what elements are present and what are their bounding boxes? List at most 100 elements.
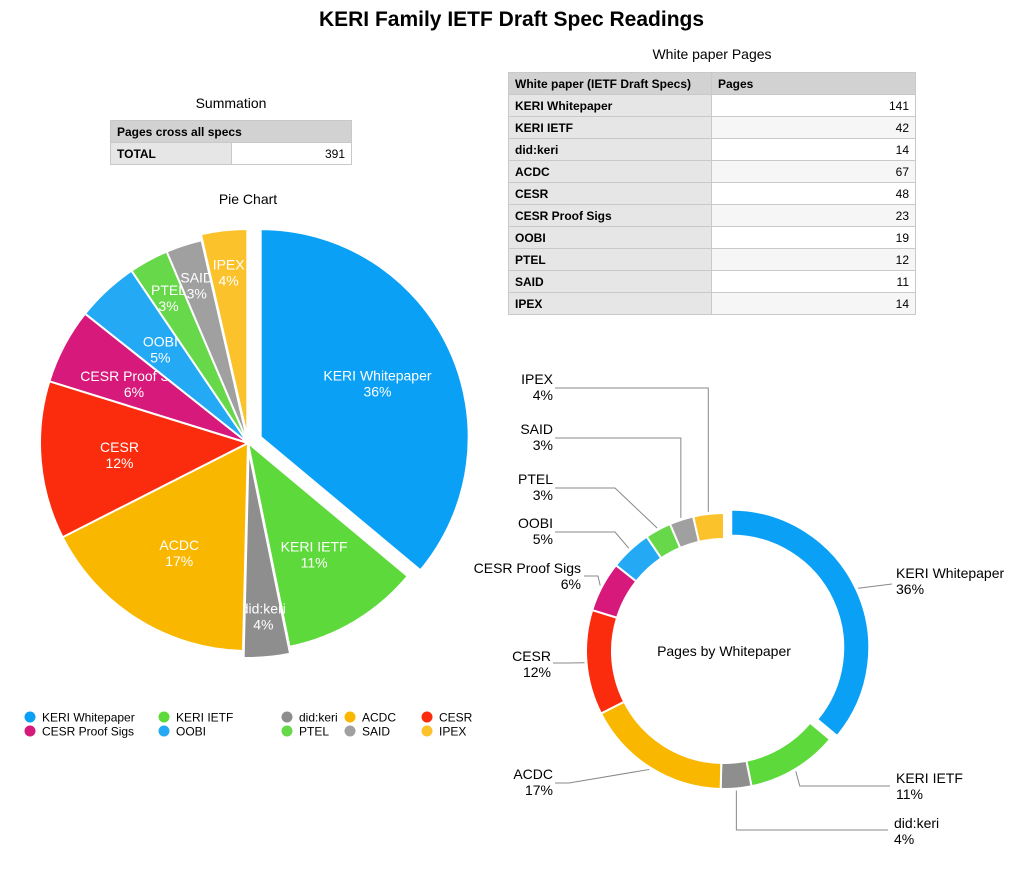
legend-swatch-cesr [421, 711, 433, 723]
row-pages: 14 [711, 138, 916, 161]
donut-label-acdc: ACDC 17% [513, 766, 553, 798]
legend-swatch-oobi [158, 725, 170, 737]
donut-slice-ipex [692, 511, 725, 544]
pie-legend: KERI Whitepaper KERI IETF did:keri ACDC CESR… [24, 711, 473, 739]
donut-leader-ptel [555, 487, 658, 529]
donut-label-keri-ietf: KERI IETF 11% [896, 770, 963, 802]
total-label: TOTAL [110, 142, 232, 165]
donut-label-said: SAID 3% [520, 421, 553, 453]
pie-slice-cesr [39, 380, 251, 539]
table-row: PTEL 12 [508, 248, 916, 271]
pie-slice-keri-ietf [246, 440, 410, 648]
pie-slice-ipex [199, 228, 249, 438]
legend-swatch-cesr-proof-sigs [24, 725, 36, 737]
pie-label-keri-whitepaper: KERI Whitepaper 36% [323, 367, 431, 399]
table-row: did:keri 14 [508, 138, 916, 161]
donut-slice-keri-ietf [745, 721, 832, 788]
pie-label-cesr: CESR 12% [100, 439, 139, 471]
donut-leader-keri-ietf [795, 771, 890, 787]
row-pages: 14 [711, 292, 916, 315]
donut-leader-cesr-proof-sigs [584, 575, 601, 586]
pie-label-ptel: PTEL 3% [151, 282, 186, 314]
row-pages: 11 [711, 270, 916, 293]
pie-label-said: SAID 3% [180, 270, 213, 302]
whitepaper-table-caption: White paper Pages [652, 46, 772, 62]
summation-header: Pages cross all specs [110, 120, 352, 143]
summation-total-row: TOTAL 391 [110, 142, 352, 165]
table-row: SAID 11 [508, 270, 916, 293]
pie-label-oobi: OOBI 5% [143, 333, 178, 365]
donut-label-did-keri: did:keri 4% [894, 815, 939, 847]
row-name: CESR Proof Sigs [508, 204, 712, 227]
legend-swatch-did-keri [281, 711, 293, 723]
summation-header-row: Pages cross all specs [110, 120, 352, 143]
pie-slice-did-keri [242, 449, 292, 659]
donut-slice-cesr [585, 608, 626, 715]
row-name: KERI IETF [508, 116, 712, 139]
pie-label-did-keri: did:keri 4% [241, 601, 286, 633]
pie-slice-acdc [61, 441, 250, 652]
table-row: OOBI 19 [508, 226, 916, 249]
donut-center-title: Pages by Whitepaper [657, 643, 791, 659]
pie-label-keri-ietf: KERI IETF 11% [281, 539, 348, 571]
donut-label-cesr: CESR 12% [512, 648, 551, 680]
donut-label-keri-whitepaper: KERI Whitepaper 36% [896, 565, 1004, 597]
donut-chart: KERI Whitepaper 36% KERI IETF 11% did:keri 4%… [474, 371, 1005, 847]
donut-leader-said [555, 437, 682, 518]
col-header-whitepaper: White paper (IETF Draft Specs) [508, 72, 712, 95]
donut-leader-ipex [555, 387, 709, 512]
legend-label-said: SAID [362, 725, 390, 739]
row-pages: 19 [711, 226, 916, 249]
donut-slice-did-keri [719, 759, 753, 790]
legend-swatch-ptel [281, 725, 293, 737]
table-header-row: White paper (IETF Draft Specs) Pages [508, 72, 916, 95]
donut-label-cesr-proof-sigs: CESR Proof Sigs 6% [474, 560, 581, 592]
legend-label-oobi: OOBI [176, 725, 206, 739]
legend-swatch-keri-whitepaper [24, 711, 36, 723]
row-name: IPEX [508, 292, 712, 315]
legend-label-ptel: PTEL [299, 725, 329, 739]
donut-label-ptel: PTEL 3% [518, 471, 553, 503]
whitepaper-table: White paper (IETF Draft Specs) Pages KER… [508, 72, 916, 315]
table-row: IPEX 14 [508, 292, 916, 315]
row-pages: 141 [711, 94, 916, 117]
table-row: KERI Whitepaper 141 [508, 94, 916, 117]
summation-caption: Summation [195, 95, 267, 111]
legend-label-keri-ietf: KERI IETF [176, 711, 233, 725]
row-name: did:keri [508, 138, 712, 161]
legend-label-acdc: ACDC [362, 711, 396, 725]
donut-label-ipex: IPEX 4% [521, 371, 554, 403]
legend-swatch-acdc [344, 711, 356, 723]
donut-slice-keri-whitepaper [730, 508, 871, 738]
pie-label-acdc: ACDC 17% [159, 537, 199, 569]
donut-slice-acdc [599, 700, 723, 790]
legend-label-did-keri: did:keri [299, 711, 338, 725]
col-header-pages: Pages [711, 72, 916, 95]
donut-leader-keri-whitepaper [857, 583, 893, 589]
donut-leader-acdc [555, 768, 650, 784]
table-row: CESR Proof Sigs 23 [508, 204, 916, 227]
pie-slice-keri-whitepaper [259, 228, 470, 572]
legend-swatch-keri-ietf [158, 711, 170, 723]
donut-leader-did-keri [735, 790, 888, 831]
legend-swatch-said [344, 725, 356, 737]
table-row: KERI IETF 42 [508, 116, 916, 139]
pie-label-ipex: IPEX 4% [213, 257, 246, 289]
total-value: 391 [231, 142, 352, 165]
pie-chart: KERI Whitepaper 36% KERI IETF 11% did:keri 4%… [39, 228, 470, 659]
legend-label-cesr: CESR [439, 711, 473, 725]
donut-leader-oobi [555, 531, 630, 549]
donut-label-oobi: OOBI 5% [518, 515, 553, 547]
table-row: CESR 48 [508, 182, 916, 205]
legend-label-cesr-proof-sigs: CESR Proof Sigs [42, 725, 134, 739]
row-pages: 12 [711, 248, 916, 271]
legend-label-ipex: IPEX [439, 725, 466, 739]
summation-table: Pages cross all specs TOTAL 391 [110, 120, 352, 165]
pie-chart-title: Pie Chart [218, 191, 278, 207]
legend-label-keri-whitepaper: KERI Whitepaper [42, 711, 135, 725]
row-pages: 42 [711, 116, 916, 139]
row-name: PTEL [508, 248, 712, 271]
legend-swatch-ipex [421, 725, 433, 737]
page-title: KERI Family IETF Draft Spec Readings [318, 8, 705, 31]
